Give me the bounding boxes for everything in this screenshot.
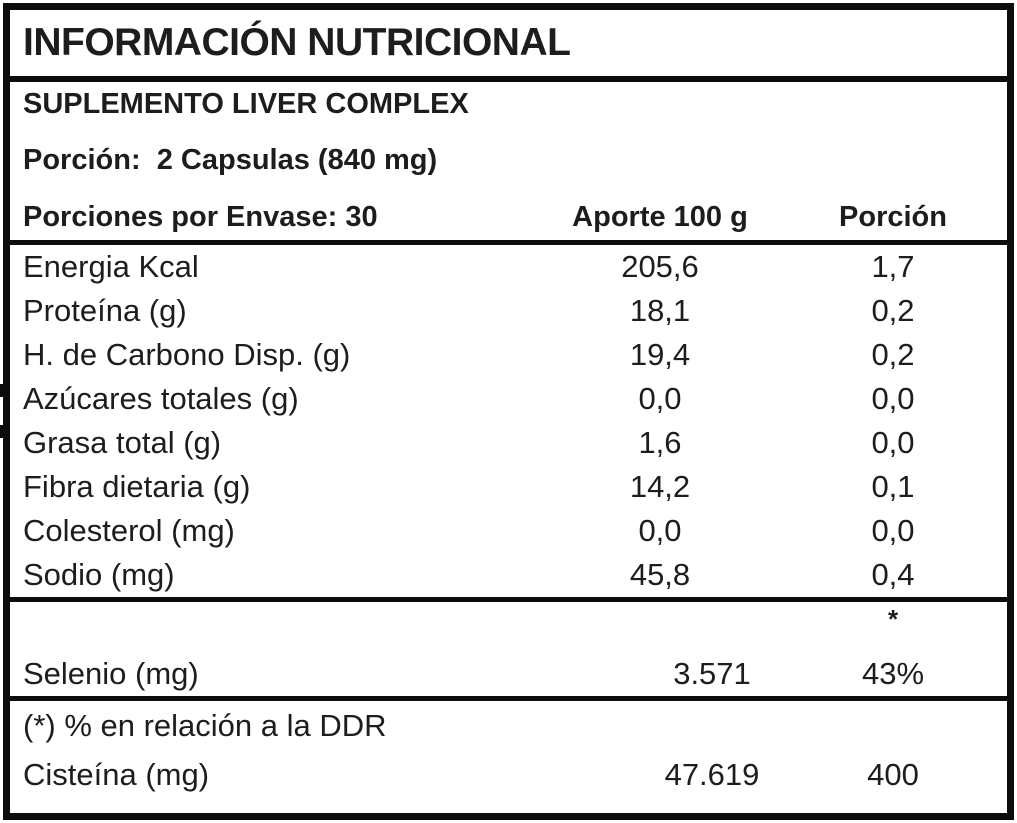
nutrient-per-100g: 0,0 bbox=[638, 381, 682, 416]
nutrient-name: Proteína (g) bbox=[23, 293, 187, 328]
footer-section: (*) % en relación a la DDR Cisteína (mg)… bbox=[10, 701, 1007, 813]
nutrient-per-serving: 0,0 bbox=[871, 513, 915, 548]
table-row: Selenio (mg) 3.571 43% bbox=[10, 652, 1007, 696]
nutrient-name: Grasa total (g) bbox=[23, 425, 222, 460]
table-row: Energia Kcal 205,6 1,7 bbox=[10, 245, 1007, 289]
nutrient-per-100g: 14,2 bbox=[629, 469, 691, 504]
nutrient-table-body: Energia Kcal 205,6 1,7 Proteína (g) 18,1… bbox=[10, 245, 1007, 597]
table-row: Proteína (g) 18,1 0,2 bbox=[10, 289, 1007, 333]
nutrient-per-100g: 0,0 bbox=[638, 513, 682, 548]
nutrient-per-100g: 18,1 bbox=[629, 293, 691, 328]
table-row: Grasa total (g) 1,6 0,0 bbox=[10, 421, 1007, 465]
column-header-row: Porciones por Envase: 30 Aporte 100 g Po… bbox=[10, 201, 1007, 234]
nutrient-name: Fibra dietaria (g) bbox=[23, 469, 251, 504]
table-row: Fibra dietaria (g) 14,2 0,1 bbox=[10, 465, 1007, 509]
divider-under-headers bbox=[10, 240, 1007, 245]
table-row: Azúcares totales (g) 0,0 0,0 bbox=[10, 377, 1007, 421]
nutrient-name: Energia Kcal bbox=[23, 249, 199, 284]
nutrient-name: H. de Carbono Disp. (g) bbox=[23, 337, 351, 372]
table-row: Cisteína (mg) 47.619 400 bbox=[10, 753, 1007, 797]
nutrient-name: Azúcares totales (g) bbox=[23, 381, 299, 416]
table-row: Colesterol (mg) 0,0 0,0 bbox=[10, 509, 1007, 553]
product-name: SUPLEMENTO LIVER COMPLEX bbox=[23, 88, 469, 120]
page-title: INFORMACIÓN NUTRICIONAL bbox=[23, 21, 571, 64]
nutrient-per-100g: 1,6 bbox=[638, 425, 682, 460]
nutrient-per-serving: 0,2 bbox=[871, 293, 915, 328]
nutrient-name: Cisteína (mg) bbox=[23, 756, 210, 792]
ddr-footnote: (*) % en relación a la DDR bbox=[23, 708, 387, 743]
divider-under-selenium bbox=[10, 696, 1007, 701]
servings-per-container: Porciones por Envase: 30 bbox=[23, 201, 378, 233]
nutrition-label: INFORMACIÓN NUTRICIONAL SUPLEMENTO LIVER… bbox=[3, 3, 1014, 820]
nutrient-per-100g: 205,6 bbox=[621, 249, 699, 284]
star-marker-row: * bbox=[10, 606, 1007, 636]
title-section: INFORMACIÓN NUTRICIONAL bbox=[10, 10, 1007, 76]
info-section: SUPLEMENTO LIVER COMPLEX Porción: 2 Caps… bbox=[10, 82, 1007, 240]
nutrient-per-serving: 0,4 bbox=[871, 557, 915, 592]
column-header-per-100g: Aporte 100 g bbox=[572, 201, 748, 233]
nutrient-per-serving: 43% bbox=[861, 656, 925, 691]
nutrient-per-serving: 0,0 bbox=[871, 425, 915, 460]
nutrient-per-100g: 3.571 bbox=[673, 656, 751, 691]
scan-edge-artifact bbox=[0, 384, 6, 397]
nutrient-per-serving: 0,2 bbox=[871, 337, 915, 372]
nutrient-per-100g: 19,4 bbox=[629, 337, 691, 372]
nutrient-per-100g: 47.619 bbox=[664, 756, 760, 792]
star-marker: * bbox=[887, 604, 899, 634]
divider-under-body bbox=[10, 597, 1007, 602]
nutrient-name: Selenio (mg) bbox=[23, 656, 199, 691]
nutrient-name: Colesterol (mg) bbox=[23, 513, 235, 548]
scan-edge-artifact bbox=[0, 425, 6, 438]
serving-size-line: Porción: 2 Capsulas (840 mg) bbox=[23, 144, 438, 176]
column-header-per-serving: Porción bbox=[839, 201, 947, 233]
nutrient-per-serving: 400 bbox=[867, 756, 919, 792]
nutrient-name: Sodio (mg) bbox=[23, 557, 175, 592]
selenium-section: * Selenio (mg) 3.571 43% bbox=[10, 602, 1007, 696]
table-row: Sodio (mg) 45,8 0,4 bbox=[10, 553, 1007, 597]
nutrient-per-serving: 0,0 bbox=[871, 381, 915, 416]
nutrient-per-serving: 1,7 bbox=[871, 249, 915, 284]
nutrient-per-serving: 0,1 bbox=[871, 469, 915, 504]
nutrient-per-100g: 45,8 bbox=[629, 557, 691, 592]
divider-under-title bbox=[10, 76, 1007, 82]
table-row: H. de Carbono Disp. (g) 19,4 0,2 bbox=[10, 333, 1007, 377]
